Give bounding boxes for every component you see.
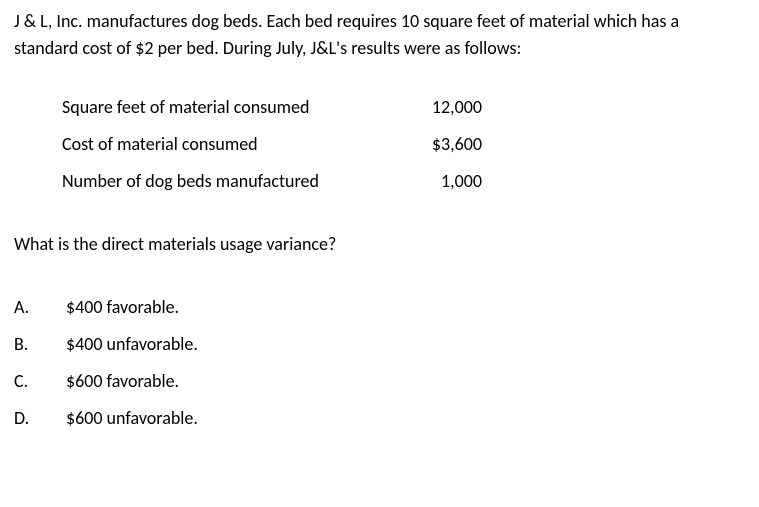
- option-a: A. $400 favorable.: [14, 294, 745, 321]
- option-d: D. $600 unfavorable.: [14, 405, 745, 432]
- option-letter: D.: [14, 405, 66, 432]
- row-label: Cost of material consumed: [62, 131, 402, 158]
- option-letter: A.: [14, 294, 66, 321]
- option-text: $600 favorable.: [66, 368, 745, 395]
- option-text: $400 unfavorable.: [66, 331, 745, 358]
- table-row: Square feet of material consumed 12,000: [62, 94, 745, 121]
- question-text: What is the direct materials usage varia…: [14, 231, 745, 258]
- row-label: Number of dog beds manufactured: [62, 168, 402, 195]
- problem-intro: J & L, Inc. manufactures dog beds. Each …: [14, 8, 745, 62]
- row-value: 12,000: [402, 94, 482, 121]
- row-value: 1,000: [402, 168, 482, 195]
- table-row: Number of dog beds manufactured 1,000: [62, 168, 745, 195]
- row-value: $3,600: [402, 131, 482, 158]
- option-letter: C.: [14, 368, 66, 395]
- row-label: Square feet of material consumed: [62, 94, 402, 121]
- option-text: $400 favorable.: [66, 294, 745, 321]
- option-text: $600 unfavorable.: [66, 405, 745, 432]
- option-c: C. $600 favorable.: [14, 368, 745, 395]
- data-table: Square feet of material consumed 12,000 …: [14, 94, 745, 195]
- option-letter: B.: [14, 331, 66, 358]
- option-b: B. $400 unfavorable.: [14, 331, 745, 358]
- table-row: Cost of material consumed $3,600: [62, 131, 745, 158]
- answer-options: A. $400 favorable. B. $400 unfavorable. …: [14, 294, 745, 432]
